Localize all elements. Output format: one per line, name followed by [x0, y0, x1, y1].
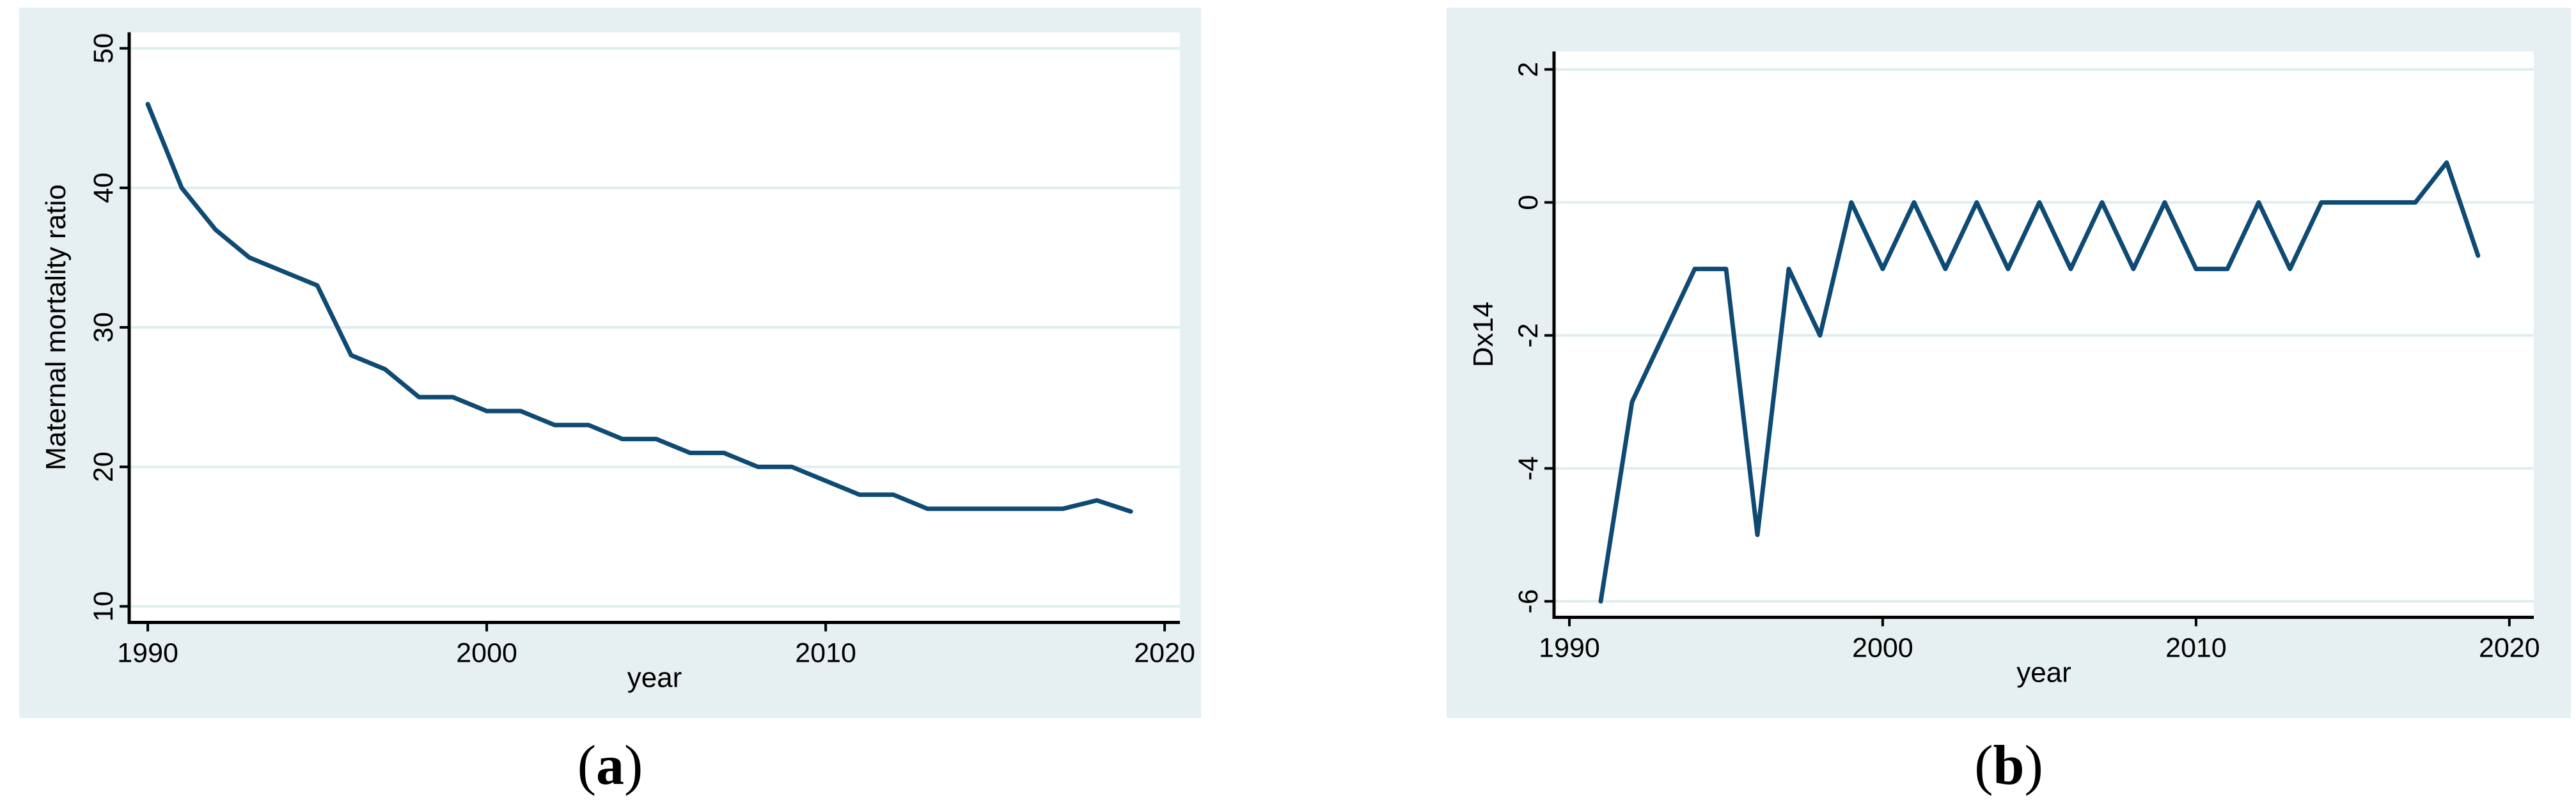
y-tick-label: 50 — [88, 33, 119, 64]
caption-b-open-paren: ( — [1974, 735, 1993, 797]
caption-a: (a) — [19, 735, 1201, 797]
x-tick-label: 2020 — [2479, 633, 2540, 664]
line-chart-dx14-difference: 2 0 -2 -4 -6 1990 2000 2010 2020 Dx14 year — [1468, 51, 2540, 689]
caption-b-close-paren: ) — [2024, 735, 2043, 797]
x-axis-title: year — [627, 662, 682, 694]
data-line — [145, 102, 1133, 514]
y-tick-label: 2 — [1513, 62, 1544, 77]
y-axis-title: Maternal mortality ratio — [40, 184, 72, 470]
x-tick-label: 1990 — [117, 638, 178, 669]
x-tick-label: 1990 — [1539, 633, 1600, 664]
axis-line — [127, 32, 1180, 624]
axis-line — [1552, 51, 2534, 619]
data-line — [1598, 160, 2481, 604]
x-tick-label: 2000 — [456, 638, 517, 669]
y-tick-label: 0 — [1513, 195, 1544, 210]
y-tick-label: 20 — [88, 451, 119, 482]
caption-b: (b) — [1447, 735, 2571, 797]
caption-a-letter: a — [596, 735, 624, 797]
x-tick-label: 2000 — [1852, 633, 1913, 664]
x-axis-title: year — [2016, 657, 2071, 689]
chart-panel-a: 10 20 30 40 50 1990 2000 2010 2020 Maternal morta… — [19, 8, 1201, 718]
y-tick-label: -4 — [1513, 456, 1544, 480]
y-tick-label: 40 — [88, 173, 119, 203]
x-tick-label: 2010 — [2165, 633, 2227, 664]
chart-panel-b: 2 0 -2 -4 -6 1990 2000 2010 2020 Dx14 year — [1447, 8, 2571, 718]
y-tick-label: -2 — [1513, 323, 1544, 347]
caption-a-open-paren: ( — [577, 735, 596, 797]
y-tick-label: 30 — [88, 312, 119, 343]
x-tick-label: 2020 — [1134, 638, 1195, 669]
caption-b-letter: b — [1993, 735, 2025, 797]
x-tick-label: 2010 — [795, 638, 856, 669]
line-chart-maternal-mortality: 10 20 30 40 50 1990 2000 2010 2020 Maternal morta… — [40, 32, 1195, 694]
y-axis-title: Dx14 — [1468, 302, 1499, 368]
caption-a-close-paren: ) — [624, 735, 643, 797]
y-tick-label: -6 — [1513, 589, 1544, 613]
y-tick-label: 10 — [88, 591, 119, 621]
